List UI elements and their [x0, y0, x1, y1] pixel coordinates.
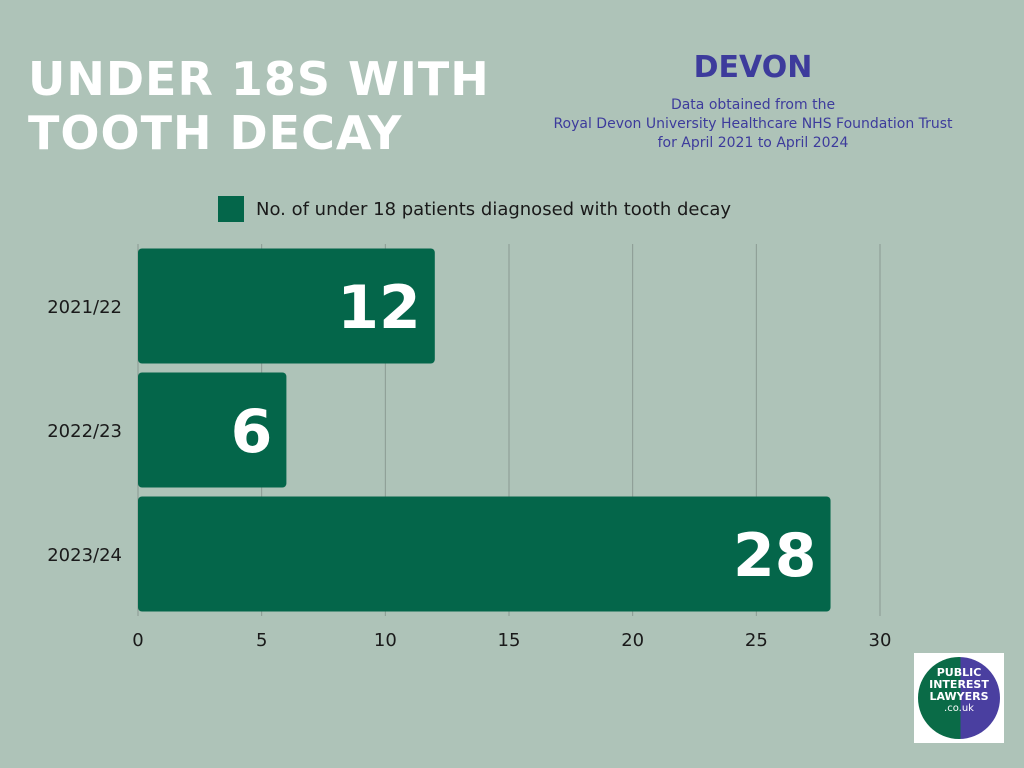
x-tick-label-25: 25 — [745, 630, 768, 651]
bar-2022-23 — [138, 372, 287, 488]
value-label-2023-24: 28 — [733, 521, 817, 591]
bar-2021-22 — [138, 248, 435, 364]
value-label-2021-22: 12 — [337, 273, 421, 343]
legend-label: No. of under 18 patients diagnosed with … — [256, 198, 732, 220]
x-tick-label-10: 10 — [374, 630, 397, 651]
source-line-3: for April 2021 to April 2024 — [657, 135, 849, 151]
x-tick-label-15: 15 — [498, 630, 521, 651]
chart-title: UNDER 18S WITH TOOTH DECAY — [28, 52, 490, 160]
category-label-2021-22: 2021/22 — [47, 297, 122, 318]
bar-2023-24 — [138, 496, 831, 612]
public-interest-lawyers-logo: PUBLIC INTEREST LAWYERS .co.uk — [914, 653, 1004, 743]
data-source-note: Data obtained from the Royal Devon Unive… — [500, 96, 1006, 153]
title-line-2: TOOTH DECAY — [28, 106, 403, 160]
value-label-2022-23: 6 — [231, 397, 273, 467]
logo-line-2: INTEREST — [929, 678, 989, 691]
x-tick-label-30: 30 — [869, 630, 892, 651]
logo-disc — [918, 657, 1000, 739]
category-label-2023-24: 2023/24 — [47, 545, 122, 566]
source-line-2: Royal Devon University Healthcare NHS Fo… — [553, 116, 953, 132]
logo-line-4: .co.uk — [944, 703, 974, 714]
category-label-2022-23: 2022/23 — [47, 421, 122, 442]
chart-legend: No. of under 18 patients diagnosed with … — [218, 196, 731, 222]
logo-line-1: PUBLIC — [936, 666, 982, 679]
x-tick-label-0: 0 — [132, 630, 143, 651]
logo-wordmark: PUBLIC INTEREST LAWYERS .co.uk — [914, 667, 1004, 715]
logo-line-3: LAWYERS — [929, 690, 989, 703]
x-tick-label-5: 5 — [256, 630, 267, 651]
legend-swatch — [218, 196, 244, 222]
x-tick-label-20: 20 — [621, 630, 644, 651]
region-label: DEVON — [693, 50, 813, 85]
source-line-1: Data obtained from the — [670, 97, 836, 113]
title-line-1: UNDER 18S WITH — [28, 52, 490, 106]
